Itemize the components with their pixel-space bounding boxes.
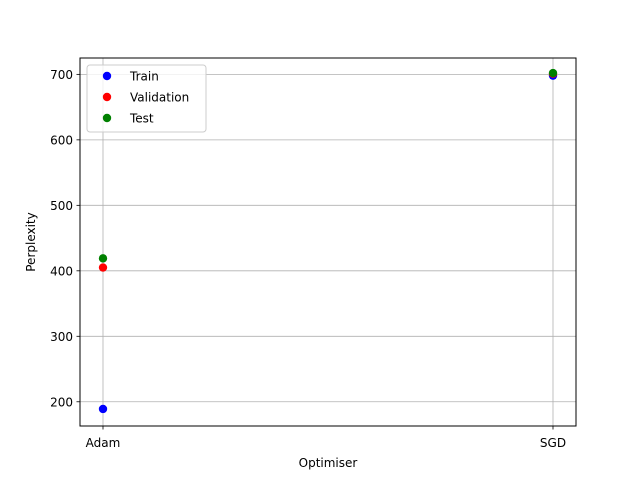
legend-box	[86, 64, 207, 133]
legend-marker-test	[102, 113, 112, 123]
point-test-sgd	[548, 68, 558, 78]
point-train-adam	[98, 404, 108, 414]
point-validation-adam	[98, 263, 108, 272]
legend-marker-train	[102, 71, 112, 81]
points-layer	[98, 68, 558, 414]
x-tick-label: Adam	[86, 436, 121, 450]
y-tick-label: 700	[50, 68, 73, 82]
ticks-layer: 200 300 400 500 600 700 Adam SGD	[50, 68, 566, 450]
point-test-adam	[98, 254, 108, 263]
y-tick-label: 600	[50, 133, 73, 147]
x-tick-label: SGD	[540, 436, 566, 450]
y-tick-label: 500	[50, 199, 73, 213]
legend-marker-validation	[102, 92, 112, 102]
legend-label-test: Test	[129, 112, 154, 126]
legend: Train Validation Test	[86, 64, 207, 133]
y-tick-label: 400	[50, 264, 73, 278]
plot-frame	[79, 57, 577, 427]
legend-label-train: Train	[129, 70, 159, 84]
legend-label-validation: Validation	[130, 91, 189, 105]
y-tick-label: 200	[50, 395, 73, 409]
y-axis-label: Perplexity	[24, 212, 38, 272]
x-axis-label: Optimiser	[299, 456, 358, 470]
y-tick-label: 300	[50, 330, 73, 344]
